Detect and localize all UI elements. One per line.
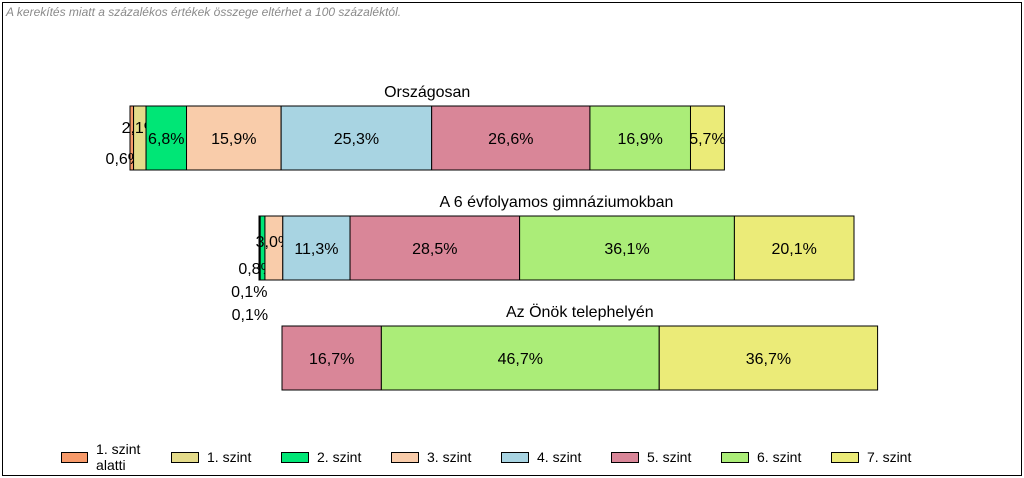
bar-segment [658, 325, 879, 391]
bar-segment [349, 215, 521, 281]
legend-label: 3. szint [427, 449, 472, 465]
data-label: 15,9% [211, 131, 256, 148]
legend-swatch [391, 451, 419, 463]
legend-item: 7. szint [831, 449, 941, 465]
data-label: 25,3% [334, 131, 379, 148]
legend-item: 5. szint [611, 449, 721, 465]
legend-swatch [171, 451, 199, 463]
rounding-note: A kerekítés miatt a százalékos értékek ö… [6, 5, 402, 19]
bar-segment [589, 105, 691, 171]
data-label: 6,8% [148, 131, 184, 148]
legend-label: 4. szint [537, 449, 582, 465]
category-title: Országosan [384, 84, 470, 101]
legend-label: 1. szint [207, 449, 252, 465]
legend-swatch [61, 451, 89, 463]
legend-label: 7. szint [867, 449, 912, 465]
legend-item: 6. szint [721, 449, 831, 465]
legend-swatch [611, 451, 639, 463]
legend-item: 4. szint [501, 449, 611, 465]
legend: 1. szint alatti 1. szint 2. szint 3. szint 4… [61, 441, 941, 473]
legend-swatch [721, 451, 749, 463]
legend-label: 6. szint [757, 449, 802, 465]
bar-segment [186, 105, 282, 171]
bar-segment [733, 215, 855, 281]
data-label: 36,7% [746, 351, 791, 368]
data-label: 20,1% [772, 241, 817, 258]
bar-segment [133, 105, 147, 171]
legend-swatch [501, 451, 529, 463]
bar-segment [280, 105, 433, 171]
data-label: 36,1% [604, 241, 649, 258]
legend-swatch [281, 451, 309, 463]
legend-item: 1. szint alatti [61, 441, 171, 473]
data-label: 0,1% [231, 284, 267, 301]
bar-segment [380, 325, 660, 391]
legend-label: 5. szint [647, 449, 692, 465]
data-label: 28,5% [412, 241, 457, 258]
data-label: 26,6% [488, 131, 533, 148]
data-label: 16,9% [618, 131, 663, 148]
data-label: 5,7% [689, 131, 725, 148]
legend-label: 2. szint [317, 449, 362, 465]
legend-item: 3. szint [391, 449, 501, 465]
data-label: 0,6% [106, 151, 142, 168]
legend-item: 1. szint [171, 449, 281, 465]
bar-segment [689, 105, 725, 171]
data-label: 16,7% [309, 351, 354, 368]
data-label: 0,1% [232, 307, 268, 324]
legend-item: 2. szint [281, 449, 391, 465]
category-title: Az Önök telephelyén [506, 303, 654, 321]
category-title: A 6 évfolyamos gimnáziumokban [440, 194, 674, 211]
legend-label: 1. szint alatti [96, 441, 141, 473]
legend-swatch [831, 451, 859, 463]
bar-segment [431, 105, 591, 171]
data-label: 11,3% [294, 241, 338, 258]
data-label: 46,7% [498, 351, 543, 368]
